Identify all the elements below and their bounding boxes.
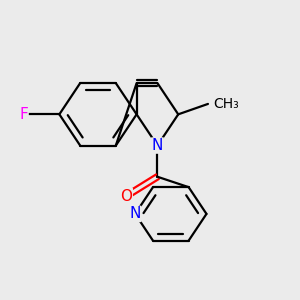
Text: O: O <box>120 189 132 204</box>
Text: F: F <box>19 107 28 122</box>
Text: N: N <box>152 138 163 153</box>
Text: N: N <box>130 206 141 221</box>
Text: CH₃: CH₃ <box>213 97 239 111</box>
